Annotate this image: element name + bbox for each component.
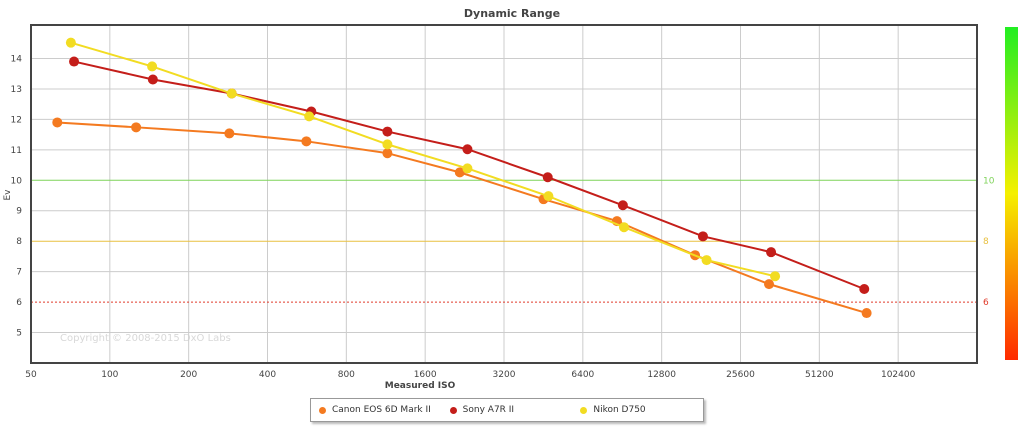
- data-point: [224, 128, 235, 139]
- x-tick-label: 12800: [647, 370, 676, 380]
- data-point: [861, 308, 872, 319]
- x-tick-label: 1600: [414, 370, 437, 380]
- data-point: [131, 122, 142, 133]
- legend-label: Canon EOS 6D Mark II: [332, 405, 431, 415]
- x-tick-label: 50: [25, 370, 37, 380]
- data-point: [454, 167, 465, 178]
- x-tick-label: 51200: [805, 370, 834, 380]
- data-point: [764, 279, 775, 290]
- data-point: [226, 88, 237, 99]
- y-tick-label: 7: [16, 268, 22, 278]
- y-tick-label: 6: [16, 298, 22, 308]
- data-point: [52, 117, 63, 128]
- legend-marker-icon: [319, 406, 326, 414]
- legend-marker-icon: [580, 406, 588, 414]
- x-tick-label: 200: [180, 370, 197, 380]
- x-tick-label: 800: [338, 370, 355, 380]
- data-point: [542, 172, 553, 183]
- legend-item[interactable]: Nikon D750: [572, 405, 703, 415]
- x-tick-label: 400: [259, 370, 276, 380]
- y-tick-label: 8: [16, 237, 22, 247]
- y-tick-label: 11: [11, 146, 22, 156]
- watermark: Copyright © 2008-2015 DxO Labs: [60, 333, 231, 344]
- data-point: [617, 200, 628, 211]
- chart-title: Dynamic Range: [464, 7, 560, 20]
- y-tick-label: 9: [16, 207, 22, 217]
- data-point: [859, 284, 870, 295]
- data-point: [304, 111, 315, 122]
- y-tick-label: 5: [16, 329, 22, 339]
- legend-label: Nikon D750: [593, 405, 646, 415]
- plot-frame: [30, 24, 978, 364]
- y-tick-label: 13: [11, 85, 22, 95]
- legend: Canon EOS 6D Mark II Sony A7R II Nikon D75…: [310, 398, 704, 422]
- colorbar: [1005, 27, 1018, 360]
- data-point: [301, 136, 312, 147]
- legend-label: Sony A7R II: [462, 405, 515, 415]
- data-point: [147, 61, 158, 72]
- series-line: [57, 121, 867, 315]
- data-point: [766, 247, 777, 258]
- y-axis-label: Ev: [3, 189, 13, 201]
- data-point: [697, 231, 708, 242]
- x-tick-label: 25600: [726, 370, 755, 380]
- data-point: [382, 126, 393, 137]
- legend-marker-icon: [449, 406, 457, 414]
- x-tick-label: 3200: [493, 370, 516, 380]
- data-point: [147, 74, 158, 85]
- y-tick-label: 10: [11, 176, 23, 186]
- data-point: [462, 163, 473, 174]
- data-point: [701, 255, 712, 266]
- data-point: [770, 271, 781, 282]
- data-point: [462, 144, 473, 155]
- x-tick-label: 6400: [571, 370, 594, 380]
- y-tick-label: 12: [11, 115, 22, 125]
- legend-item[interactable]: Canon EOS 6D Mark II: [311, 405, 442, 415]
- legend-item[interactable]: Sony A7R II: [442, 405, 573, 415]
- data-point: [543, 191, 554, 202]
- series-line: [70, 41, 776, 278]
- reference-label: 10: [983, 176, 995, 186]
- data-point: [65, 37, 76, 48]
- y-tick-label: 14: [11, 54, 23, 64]
- data-point: [618, 222, 629, 233]
- x-tick-label: 102400: [881, 370, 916, 380]
- reference-label: 6: [983, 298, 989, 308]
- data-point: [69, 56, 80, 67]
- x-axis-label: Measured ISO: [385, 381, 456, 391]
- x-tick-label: 100: [101, 370, 118, 380]
- data-point: [382, 148, 393, 159]
- reference-label: 8: [983, 237, 989, 247]
- data-point: [382, 139, 393, 150]
